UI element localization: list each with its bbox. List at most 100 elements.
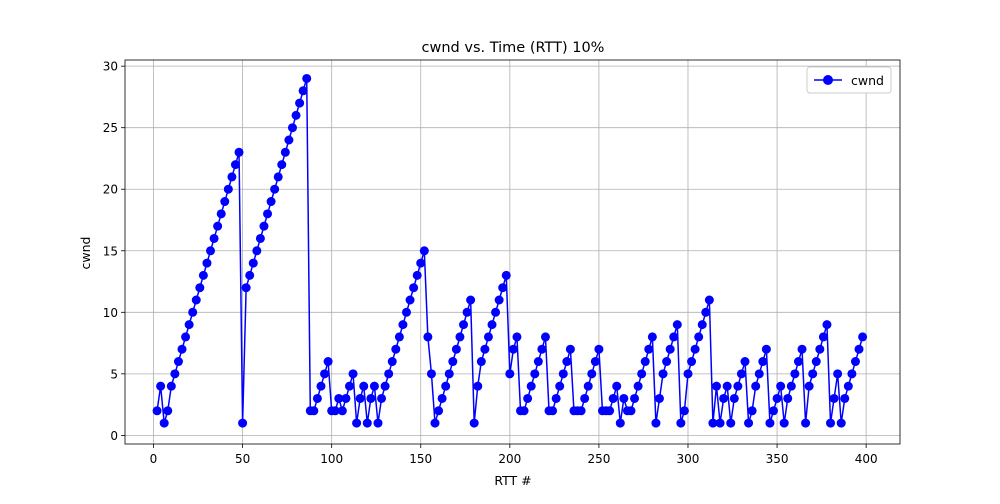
data-point-cwnd [152, 406, 162, 416]
data-point-cwnd [341, 393, 351, 403]
data-point-cwnd [772, 393, 782, 403]
data-point-cwnd [729, 393, 739, 403]
data-point-cwnd [220, 197, 230, 207]
data-point-cwnd [362, 418, 372, 428]
data-point-cwnd [412, 270, 422, 280]
data-point-cwnd [377, 393, 387, 403]
data-point-cwnd [769, 406, 779, 416]
data-point-cwnd [430, 418, 440, 428]
data-point-cwnd [437, 393, 447, 403]
data-point-cwnd [626, 406, 636, 416]
data-point-cwnd [594, 344, 604, 354]
data-point-cwnd [423, 332, 433, 342]
data-point-cwnd [651, 418, 661, 428]
data-point-cwnd [818, 332, 828, 342]
data-point-cwnd [248, 258, 258, 268]
data-point-cwnd [722, 381, 732, 391]
data-point-cwnd [252, 246, 262, 256]
data-point-cwnd [797, 344, 807, 354]
data-point-cwnd [316, 381, 326, 391]
data-point-cwnd [209, 233, 219, 243]
data-point-cwnd [195, 283, 205, 293]
data-point-cwnd [505, 369, 515, 379]
data-point-cwnd [476, 357, 486, 367]
data-point-cwnd [694, 332, 704, 342]
y-tick-label: 5 [110, 367, 118, 381]
data-point-cwnd [284, 135, 294, 145]
data-point-cwnd [191, 295, 201, 305]
data-point-cwnd [230, 160, 240, 170]
data-point-cwnd [605, 406, 615, 416]
y-tick-label: 0 [110, 429, 118, 443]
data-point-cwnd [697, 320, 707, 330]
data-point-cwnd [491, 307, 501, 317]
data-point-cwnd [462, 307, 472, 317]
data-point-cwnd [843, 381, 853, 391]
axis-ticks: 0 50 100 150 200 250 300 350 400 0 5 10 15 20 25 30 [103, 60, 878, 466]
data-point-cwnd [330, 406, 340, 416]
data-point-cwnd [216, 209, 226, 219]
data-point-cwnd [245, 270, 255, 280]
data-point-cwnd [779, 418, 789, 428]
data-point-cwnd [394, 332, 404, 342]
data-point-cwnd [312, 393, 322, 403]
data-point-cwnd [630, 393, 640, 403]
data-point-cwnd [469, 418, 479, 428]
data-point-cwnd [551, 393, 561, 403]
data-point-cwnd [473, 381, 483, 391]
data-point-cwnd [198, 270, 208, 280]
data-point-cwnd [266, 197, 276, 207]
data-point-cwnd [590, 357, 600, 367]
data-point-cwnd [227, 172, 237, 182]
legend-label-cwnd: cwnd [851, 73, 884, 88]
data-point-cwnd [405, 295, 415, 305]
data-point-cwnd [701, 307, 711, 317]
data-point-cwnd [619, 393, 629, 403]
data-point-cwnd [401, 307, 411, 317]
data-point-cwnd [508, 344, 518, 354]
data-point-cwnd [159, 418, 169, 428]
data-point-cwnd [241, 283, 251, 293]
x-tick-label: 100 [320, 452, 343, 466]
data-point-cwnd [359, 381, 369, 391]
x-tick-label: 0 [150, 452, 158, 466]
data-point-cwnd [562, 357, 572, 367]
data-point-cwnd [426, 369, 436, 379]
data-point-cwnd [612, 381, 622, 391]
data-point-cwnd [270, 184, 280, 194]
data-point-cwnd [238, 418, 248, 428]
data-point-cwnd [847, 369, 857, 379]
data-point-cwnd [384, 369, 394, 379]
data-point-cwnd [273, 172, 283, 182]
data-point-cwnd [850, 357, 860, 367]
x-axis-label: RTT # [494, 473, 531, 488]
x-tick-label: 150 [409, 452, 432, 466]
data-point-cwnd [733, 381, 743, 391]
data-point-cwnd [565, 344, 575, 354]
data-point-cwnd [526, 381, 536, 391]
data-point-cwnd [776, 381, 786, 391]
data-point-cwnd [761, 344, 771, 354]
data-point-cwnd [434, 406, 444, 416]
data-point-cwnd [530, 369, 540, 379]
data-point-cwnd [783, 393, 793, 403]
data-point-cwnd [754, 369, 764, 379]
data-point-cwnd [665, 344, 675, 354]
plot-frame [124, 59, 901, 445]
data-point-cwnd [662, 357, 672, 367]
data-point-cwnd [811, 357, 821, 367]
data-point-cwnd [380, 381, 390, 391]
data-point-cwnd [801, 418, 811, 428]
data-point-cwnd [334, 393, 344, 403]
data-point-cwnd [206, 246, 216, 256]
data-point-cwnd [640, 357, 650, 367]
data-point-cwnd [765, 418, 775, 428]
legend: cwnd [806, 66, 892, 94]
data-point-cwnd [444, 369, 454, 379]
x-tick-label: 200 [498, 452, 521, 466]
chart-title: cwnd vs. Time (RTT) 10% [422, 40, 605, 56]
data-point-cwnd [833, 369, 843, 379]
data-point-cwnd [808, 369, 818, 379]
data-point-cwnd [740, 357, 750, 367]
